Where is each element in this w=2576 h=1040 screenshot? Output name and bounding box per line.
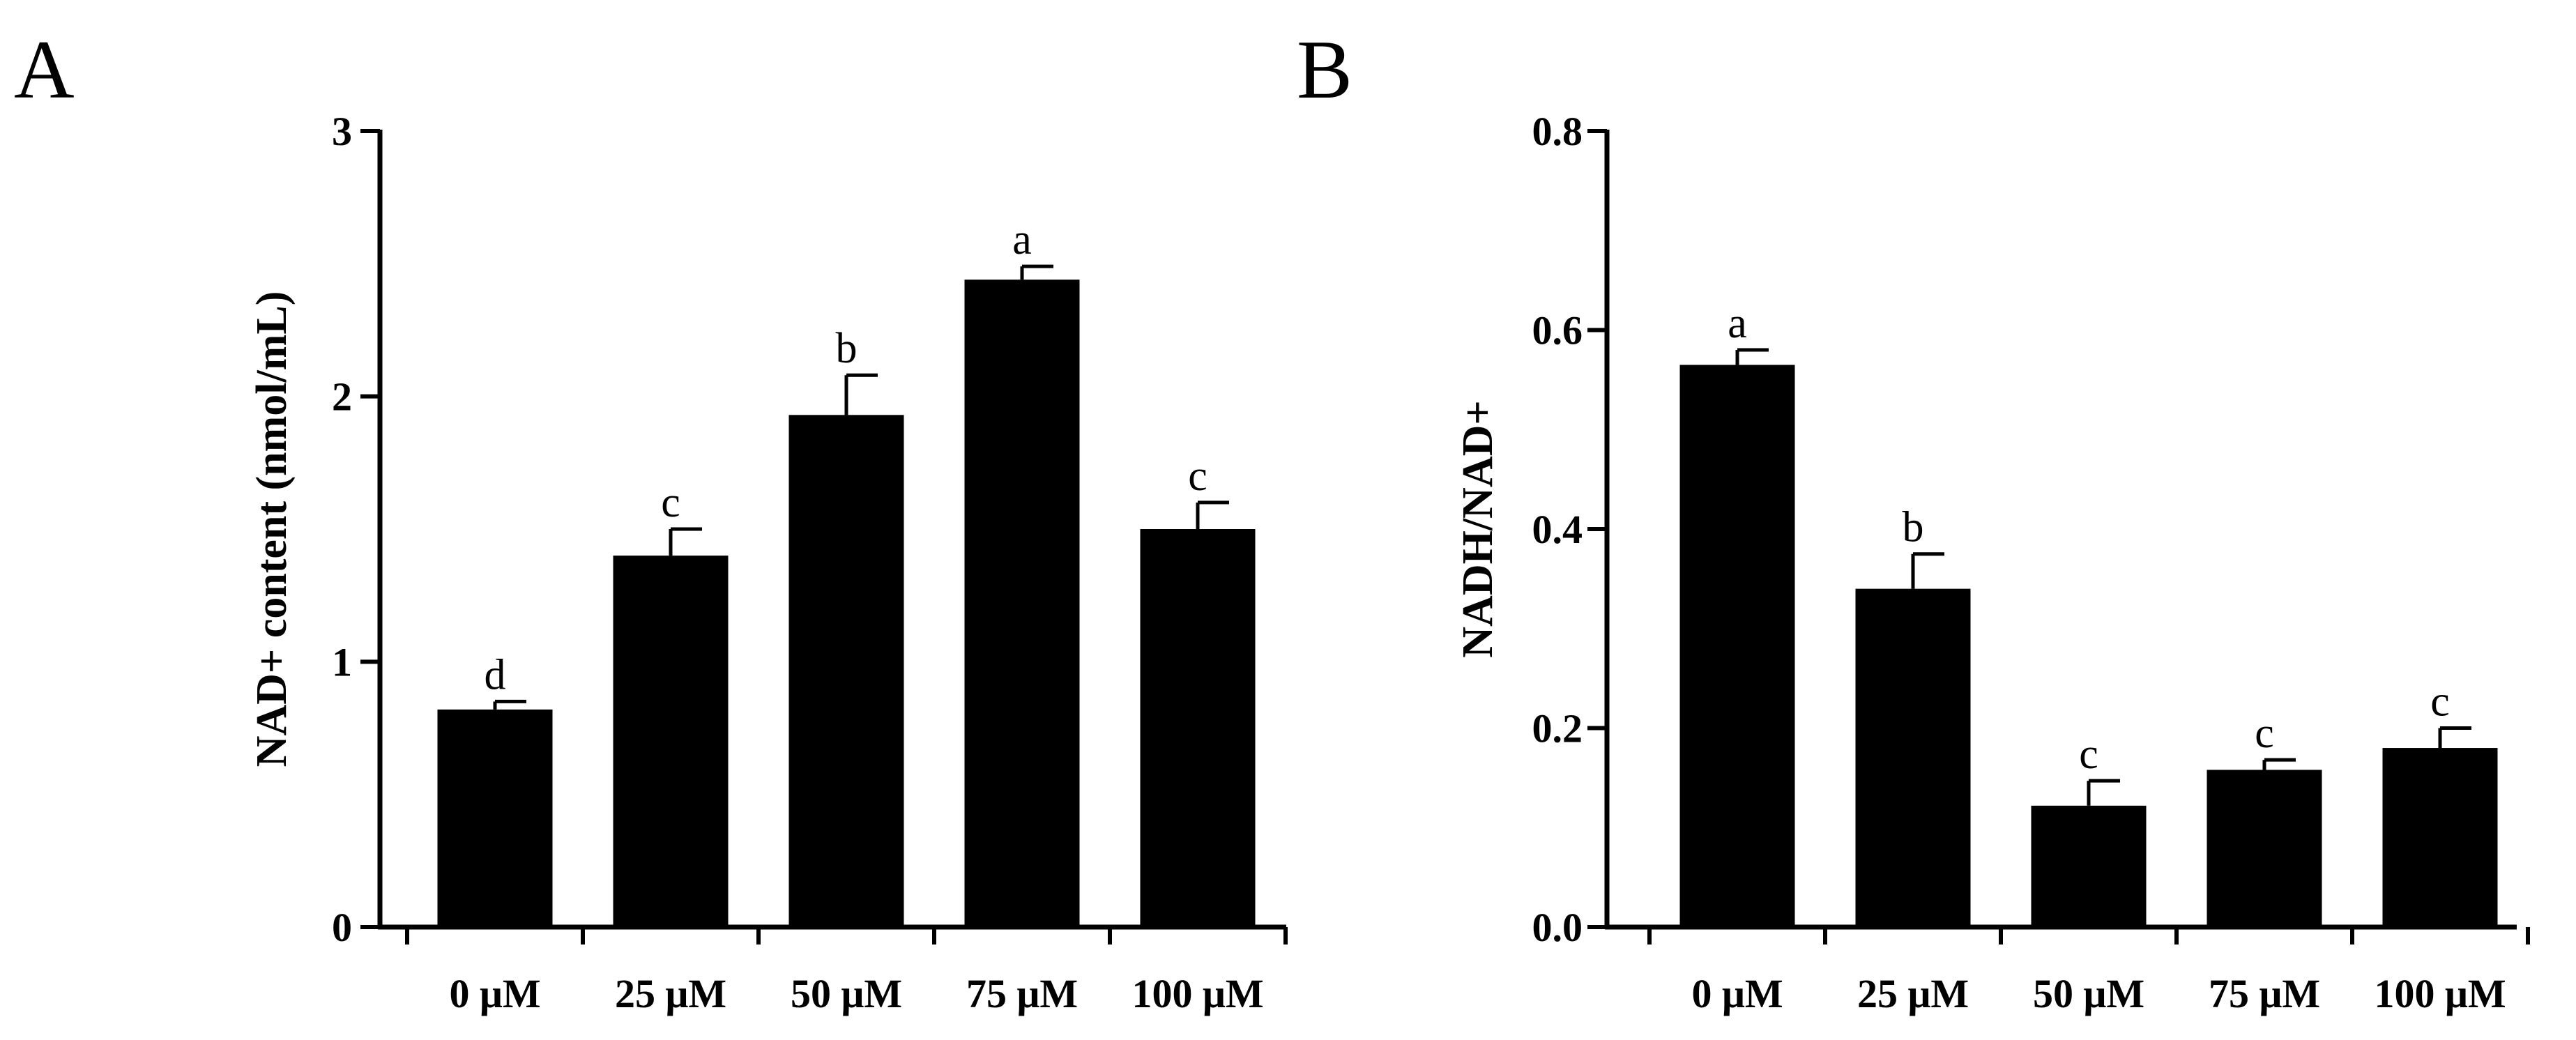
y-tick-label: 0.0	[1532, 905, 1583, 950]
x-tick-label: 25 μM	[1857, 971, 1969, 1016]
bar	[1140, 529, 1256, 927]
bar	[788, 415, 904, 927]
bar	[2207, 770, 2322, 927]
error-bar	[2087, 779, 2120, 806]
bar	[1679, 365, 1795, 927]
error-bar	[2438, 726, 2471, 749]
x-tick-label: 100 μM	[1131, 971, 1263, 1016]
error-bar	[1196, 500, 1229, 529]
significance-label: a	[1012, 216, 1032, 263]
significance-label: c	[2079, 731, 2098, 778]
error-bar	[1911, 552, 1944, 589]
y-tick-label: 3	[332, 109, 352, 154]
error-bar	[669, 527, 702, 556]
bar	[1855, 588, 1971, 927]
error-bar	[2262, 758, 2296, 770]
panel-b: Ba 0 μM b 25 μM c 50 μM c 75 μM c 100 μM 0.0 0.2 0.4…	[1297, 23, 2530, 1016]
bar	[964, 280, 1080, 927]
significance-label: a	[1728, 300, 1747, 347]
x-tick-label: 0 μM	[1691, 971, 1783, 1016]
error-bar	[1735, 348, 1769, 365]
significance-label: b	[1903, 504, 1924, 551]
significance-label: b	[836, 325, 858, 372]
panel-a: Ad 0 μM c 25 μM b 50 μM a 75 μM c 100 μM 0 1 2 3 NAD+ …	[14, 23, 1288, 1016]
y-tick-label: 0.8	[1532, 109, 1583, 154]
x-tick-label: 50 μM	[791, 971, 902, 1016]
error-bar	[844, 373, 878, 415]
significance-label: c	[2255, 710, 2274, 757]
y-axis-title: NADH/NAD+	[1454, 400, 1502, 657]
x-tick-label: 100 μM	[2374, 971, 2506, 1016]
bar	[2031, 805, 2147, 927]
y-tick-label: 0.6	[1532, 308, 1583, 353]
bar	[613, 556, 729, 927]
significance-label: d	[485, 651, 506, 698]
y-tick-label: 0.4	[1532, 507, 1583, 552]
significance-label: c	[2430, 678, 2450, 726]
bar	[437, 709, 553, 927]
x-tick-label: 0 μM	[449, 971, 540, 1016]
x-tick-label: 50 μM	[2033, 971, 2144, 1016]
error-bar	[1020, 264, 1053, 280]
bar	[2382, 748, 2498, 927]
y-tick-label: 0	[332, 905, 352, 950]
x-tick-label: 25 μM	[615, 971, 726, 1016]
significance-label: c	[661, 479, 680, 526]
y-tick-label: 0.2	[1532, 706, 1583, 751]
error-bar	[493, 699, 526, 710]
x-tick-label: 75 μM	[2209, 971, 2320, 1016]
y-axis-title: NAD+ content (nmol/mL)	[248, 291, 296, 767]
panel-label: B	[1297, 23, 1352, 116]
significance-label: c	[1188, 452, 1207, 500]
y-tick-label: 1	[332, 639, 352, 685]
y-tick-label: 2	[332, 374, 352, 420]
panel-label: A	[14, 23, 75, 116]
x-tick-label: 75 μM	[966, 971, 1078, 1016]
